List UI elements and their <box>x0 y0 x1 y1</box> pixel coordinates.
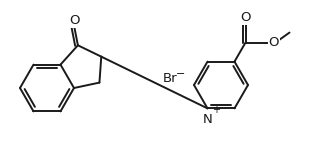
Text: O: O <box>268 36 279 49</box>
Text: −: − <box>176 69 186 79</box>
Text: N: N <box>203 113 212 126</box>
Text: Br: Br <box>163 72 177 85</box>
Text: +: + <box>212 105 220 115</box>
Text: O: O <box>69 14 79 27</box>
Text: O: O <box>240 11 251 24</box>
